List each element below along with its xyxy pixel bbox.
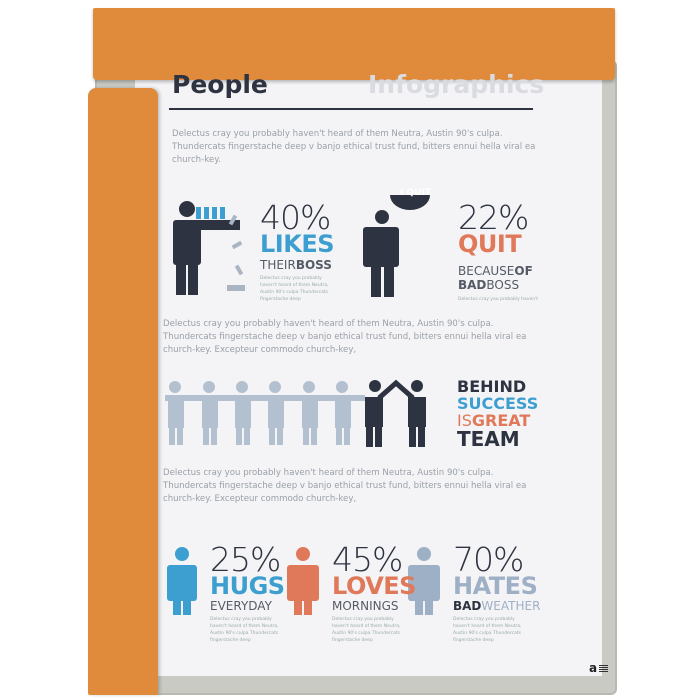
stat-hugs-percent: 25% (210, 540, 281, 579)
stat-hates-percent: 70% (453, 540, 524, 579)
quitting-person-icon (363, 195, 430, 297)
quit-bubble-text: I QUIT (400, 188, 431, 198)
stat-quit-sub1: BECAUSE (458, 264, 515, 278)
stat-hates-sub1: BAD (453, 599, 482, 613)
stat-quit-word: QUIT (458, 230, 522, 258)
stat-hates-word: HATES (453, 572, 538, 600)
stat-loves-word: LOVES (332, 572, 416, 600)
colored-person-icons (167, 547, 440, 615)
team-line-1: BEHIND (457, 377, 527, 396)
team-line-3a: IS (457, 411, 472, 430)
stat-likes-caption: Delectus cray you probably haven't heard… (260, 276, 329, 302)
pointing-person-icon (173, 201, 240, 295)
team-line-3b: GREAT (471, 411, 531, 430)
stat-hates-caption: Delectus cray you probably haven't heard… (453, 617, 522, 643)
paragraph-3: Delectus cray you probably haven't heard… (163, 468, 527, 504)
stat-hugs-sub: EVERYDAY (210, 599, 272, 613)
stat-loves-caption: Delectus cray you probably haven't heard… (332, 617, 401, 643)
stat-loves-sub: MORNINGS (332, 599, 399, 613)
brand-logo: a (589, 661, 598, 675)
page-subtitle: Infographics (368, 70, 545, 99)
people-illustrations (165, 195, 440, 615)
stat-quit-caption: Delectus cray you probably haven't (458, 297, 539, 302)
infographic-sheet (135, 78, 602, 676)
top-orange-clamp (93, 8, 615, 80)
brand-logo-mark (599, 665, 608, 673)
stat-likes-percent: 40% (260, 198, 331, 237)
stat-quit-sub3: BAD (458, 278, 487, 292)
stat-hugs-caption: Delectus cray you probably haven't heard… (210, 617, 279, 643)
stat-hugs-word: HUGS (210, 572, 285, 600)
stat-likes-word: LIKES (260, 230, 335, 258)
team-line-2: SUCCESS (457, 394, 539, 413)
paragraph-2: Delectus cray you probably haven't heard… (163, 319, 527, 355)
team-heading: BEHIND SUCCESS ISGREAT TEAM (457, 378, 538, 450)
stat-loves-percent: 45% (332, 540, 403, 579)
team-line-4: TEAM (457, 427, 520, 451)
stat-quit-percent: 22% (458, 198, 529, 237)
stat-likes-sub1: THEIR (260, 258, 296, 272)
title-divider (169, 108, 533, 110)
stat-likes-sub2: BOSS (295, 258, 332, 272)
left-orange-clamp (88, 88, 158, 695)
team-people-icon (165, 381, 365, 445)
small-people-icon (196, 207, 225, 219)
stat-hates-sub2: WEATHER (481, 599, 541, 613)
falling-people-icon (227, 214, 245, 291)
high-five-people-icon (365, 379, 426, 447)
stat-quit-sub2: OF (514, 264, 533, 278)
intro-text: Delectus cray you probably haven't heard… (172, 129, 536, 165)
stat-quit-sub4: BOSS (486, 278, 520, 292)
page-title: People (172, 70, 268, 99)
